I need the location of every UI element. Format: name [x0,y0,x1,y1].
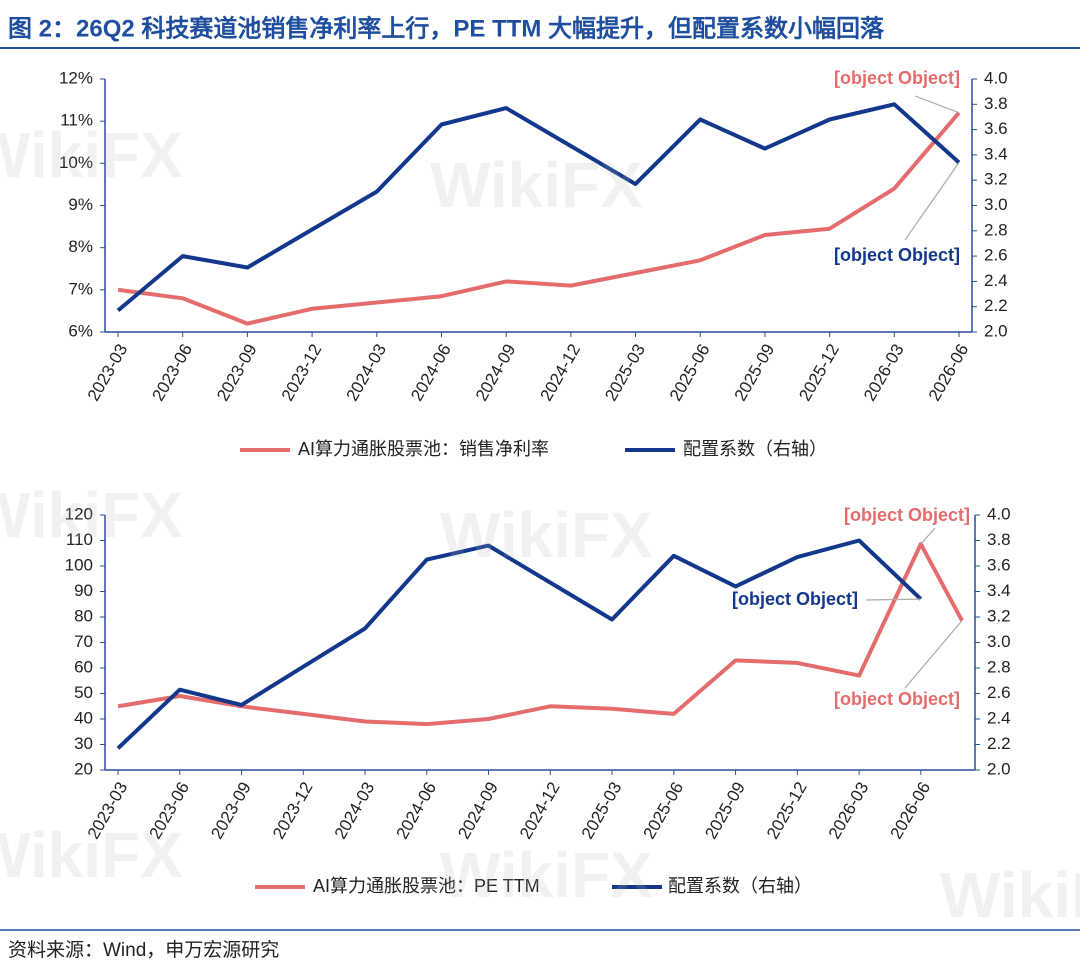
x-tick-label: 2025-12 [795,341,843,405]
annotation-leader [904,162,960,241]
y-tick-label: 50 [74,683,93,702]
y2-tick-label: 3.2 [987,606,1011,625]
watermark: WikiFX [440,499,653,571]
annotation: [object Object] [834,245,960,265]
y2-tick-label: 3.0 [984,195,1008,214]
y-tick-label: 6% [68,321,93,340]
legend-label: AI算力通胀股票池：销售净利率 [298,439,549,459]
y-tick-label: 70 [74,632,93,651]
x-tick-label: 2024-09 [454,779,502,843]
annotation-leader [904,620,963,689]
y2-tick-label: 2.0 [987,759,1011,778]
y-tick-label: 10% [59,153,93,172]
watermark: WikiFX [0,479,183,551]
y2-tick-label: 3.8 [987,530,1011,549]
watermark: WikiFX [440,839,653,911]
watermark: WikiFX [0,819,183,891]
legend-label: AI算力通胀股票池：PE TTM [313,876,540,896]
x-tick-label: 2026-03 [860,341,908,405]
y-tick-label: 12% [59,68,93,87]
y-tick-label: 90 [74,581,93,600]
y2-tick-label: 2.4 [984,271,1008,290]
y-tick-label: 40 [74,708,93,727]
legend-label: 配置系数（右轴） [668,876,812,896]
y2-tick-label: 2.8 [987,657,1011,676]
x-tick-label: 2025-03 [578,779,626,843]
annotation: [object Object] [834,68,960,88]
y-tick-label: 120 [65,504,93,523]
y-tick-label: 80 [74,606,93,625]
series-line [117,111,961,326]
x-tick-label: 2025-09 [731,341,779,405]
y-tick-label: 60 [74,657,93,676]
annotation: [object Object] [732,589,858,609]
x-tick-label: 2023-03 [84,341,132,405]
x-tick-label: 2024-06 [407,341,455,405]
series-line [116,538,923,750]
x-tick-label: 2023-06 [148,341,196,405]
y2-tick-label: 4.0 [987,504,1011,523]
annotation-leader [865,598,921,601]
y2-tick-label: 3.8 [984,94,1008,113]
y-tick-label: 8% [68,237,93,256]
y2-tick-label: 2.0 [984,321,1008,340]
x-tick-label: 2025-12 [763,779,811,843]
x-tick-label: 2024-03 [331,779,379,843]
y2-tick-label: 3.6 [987,555,1011,574]
legend-label: 配置系数（右轴） [683,439,827,459]
y2-tick-label: 3.2 [984,170,1008,189]
series-line [117,542,964,727]
y-tick-label: 110 [66,530,93,549]
y2-tick-label: 3.6 [984,119,1008,138]
x-tick-label: 2026-06 [887,779,935,843]
x-tick-label: 2024-12 [537,341,585,405]
x-tick-label: 2023-09 [207,779,255,843]
x-tick-label: 2023-09 [213,341,261,405]
watermarks: WikiFX WikiFX WikiFX WikiFX WikiFX WikiFX Wiki… [0,119,1080,931]
annotation: [object Object] [844,505,970,525]
annotation-leader [920,527,936,545]
x-tick-label: 2025-03 [601,341,649,405]
y2-tick-label: 2.2 [984,296,1008,315]
y-tick-label: 7% [68,279,93,298]
source-note: 资料来源：Wind，申万宏源研究 [8,939,279,961]
annotation: [object Object] [834,689,960,709]
y-tick-label: 11% [60,111,93,130]
x-tick-label: 2025-06 [666,341,714,405]
watermark: WikiFX [430,149,643,221]
y-tick-label: 20 [74,759,93,778]
x-tick-label: 2023-12 [278,341,326,405]
y2-tick-label: 2.4 [987,708,1011,727]
y-tick-label: 9% [68,195,93,214]
y2-tick-label: 4.0 [984,68,1008,87]
y-tick-label: 30 [74,734,93,753]
x-tick-label: 2025-06 [640,779,688,843]
x-tick-label: 2024-09 [472,341,520,405]
y2-tick-label: 2.2 [987,734,1011,753]
y2-tick-label: 3.4 [984,144,1008,163]
x-tick-label: 2024-03 [342,341,390,405]
figure-title: 图 2：26Q2 科技赛道池销售净利率上行，PE TTM 大幅提升，但配置系数小… [8,14,885,42]
y2-tick-label: 2.6 [984,246,1008,265]
x-tick-label: 2024-12 [516,779,564,843]
y-tick-label: 100 [65,555,93,574]
x-tick-label: 2024-06 [392,779,440,843]
x-tick-label: 2026-06 [925,341,973,405]
y2-tick-label: 3.4 [987,581,1011,600]
watermark: WikiFX [940,859,1080,931]
y2-tick-label: 2.6 [987,683,1011,702]
y2-tick-label: 3.0 [987,632,1011,651]
watermark: WikiFX [0,119,183,191]
y2-tick-label: 2.8 [984,220,1008,239]
x-tick-label: 2023-12 [269,779,317,843]
x-tick-label: 2025-09 [701,779,749,843]
x-tick-label: 2026-03 [825,779,873,843]
series-line [116,102,961,313]
annotation-leader [914,95,960,114]
